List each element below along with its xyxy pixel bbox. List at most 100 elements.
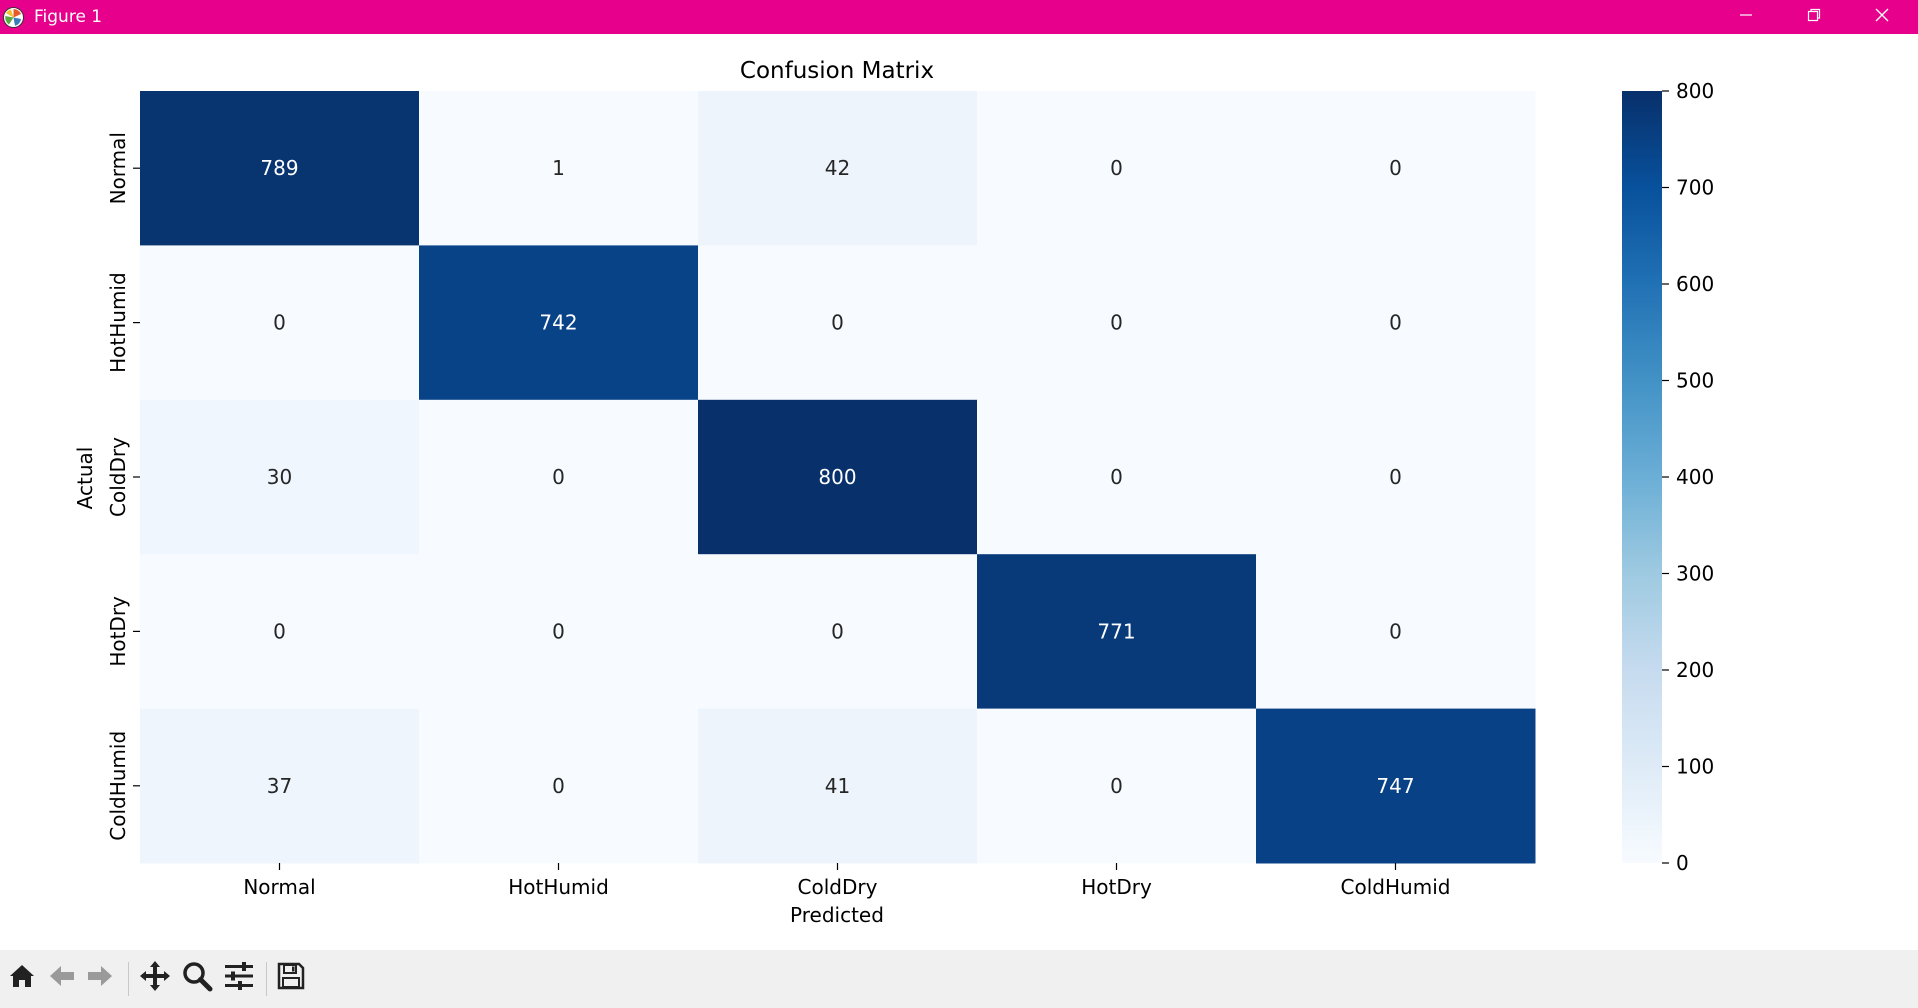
y-tick-label: HotHumid: [106, 272, 130, 373]
cell-value-label: 742: [539, 311, 577, 335]
heatmap-cell: [698, 708, 978, 864]
minimize-icon: [1738, 7, 1754, 27]
configure-subplots-button[interactable]: [222, 961, 256, 995]
toolbar-separator: [128, 962, 129, 996]
configure-subplots-icon: [223, 960, 255, 996]
colorbar-tick-label: 200: [1676, 658, 1714, 682]
home-icon: [7, 961, 37, 995]
heatmap-cell: [977, 91, 1257, 246]
heatmap-cell: [698, 91, 978, 246]
zoom-icon: [181, 960, 213, 996]
pan-button[interactable]: [138, 961, 172, 995]
cell-value-label: 789: [260, 156, 298, 180]
back-button[interactable]: [45, 961, 79, 995]
colorbar-tick-label: 700: [1676, 176, 1714, 200]
y-tick-label: HotDry: [106, 596, 130, 667]
cell-value-label: 0: [273, 619, 286, 643]
heatmap-cell: [419, 399, 699, 555]
pan-icon: [139, 960, 171, 996]
restore-icon: [1806, 7, 1822, 27]
heatmap-cell: [140, 245, 420, 401]
heatmap-cell: [1256, 245, 1536, 401]
x-tick-label: ColdDry: [798, 875, 878, 899]
colorbar-tick-label: 0: [1676, 851, 1689, 875]
cell-value-label: 30: [267, 465, 292, 489]
y-axis-label: Actual: [73, 447, 97, 510]
heatmap-cell: [977, 245, 1257, 401]
cell-value-label: 0: [273, 311, 286, 335]
restore-button[interactable]: [1780, 0, 1848, 34]
heatmap-cell: [1256, 708, 1536, 864]
cell-value-label: 0: [831, 311, 844, 335]
heatmap-cell: [698, 399, 978, 555]
colorbar-gradient: [1622, 91, 1662, 863]
colorbar-tick-label: 400: [1676, 465, 1714, 489]
colorbar: 0 100 200 300 400 500 600 700 800: [1622, 79, 1714, 875]
cell-value-label: 0: [1389, 619, 1402, 643]
forward-button[interactable]: [83, 961, 117, 995]
cell-value-label: 41: [825, 774, 850, 798]
colorbar-tick-label: 100: [1676, 755, 1714, 779]
zoom-button[interactable]: [180, 961, 214, 995]
back-arrow-icon: [47, 961, 77, 995]
colorbar-tick-label: 300: [1676, 562, 1714, 586]
y-axis: Normal HotHumid ColdDry HotDry ColdHumid: [106, 132, 140, 841]
confusion-matrix-chart: Confusion Matrix 789 1 42 0 00 742 0 0 030 0 800 0 0…: [73, 58, 1714, 927]
heatmap-cell: [698, 245, 978, 401]
cell-value-label: 800: [818, 465, 856, 489]
y-tick-label: Normal: [106, 132, 130, 204]
colorbar-tick-label: 800: [1676, 79, 1714, 103]
forward-arrow-icon: [85, 961, 115, 995]
cell-value-label: 0: [1110, 774, 1123, 798]
cell-value-label: 1: [552, 156, 565, 180]
heatmap-cell: [140, 399, 420, 555]
navigation-toolbar: [0, 950, 1918, 1008]
heatmap-cell: [140, 554, 420, 710]
save-icon: [276, 961, 306, 995]
cell-value-label: 42: [825, 156, 850, 180]
heatmap-cell: [419, 245, 699, 401]
home-button[interactable]: [5, 961, 39, 995]
heatmap-cell: [419, 91, 699, 246]
cell-value-label: 747: [1376, 774, 1414, 798]
heatmap-cell: [1256, 91, 1536, 246]
save-button[interactable]: [274, 961, 308, 995]
x-tick-label: HotDry: [1081, 875, 1152, 899]
cell-value-label: 0: [1389, 156, 1402, 180]
y-tick-label: ColdDry: [106, 437, 130, 517]
toolbar-separator: [266, 962, 267, 996]
x-axis: Normal HotHumid ColdDry HotDry ColdHumid: [243, 863, 1450, 899]
heatmap-cell: [1256, 554, 1536, 710]
y-tick-label: ColdHumid: [106, 731, 130, 841]
cell-value-label: 0: [1110, 465, 1123, 489]
window-title: Figure 1: [34, 7, 103, 27]
cell-value-label: 0: [1110, 156, 1123, 180]
x-tick-label: ColdHumid: [1341, 875, 1451, 899]
heatmap-cell: [977, 554, 1257, 710]
figure-canvas[interactable]: Confusion Matrix 789 1 42 0 0 0 742 0 0 0 30 0 800 0 0…: [0, 34, 1918, 950]
heatmap-cell: [140, 91, 420, 246]
cell-value-label: 0: [1389, 311, 1402, 335]
heatmap-cell: [977, 708, 1257, 864]
minimize-button[interactable]: [1712, 0, 1780, 34]
heatmap-cell: [977, 399, 1257, 555]
cell-value-label: 771: [1097, 619, 1135, 643]
heatmap-cell: [419, 554, 699, 710]
heatmap-cell: [1256, 399, 1536, 555]
heatmap-cell: [140, 708, 420, 864]
cell-value-label: 0: [1389, 465, 1402, 489]
window-titlebar: Figure 1: [0, 0, 1918, 34]
chart-title: Confusion Matrix: [740, 58, 934, 84]
heatmap-cells: 789 1 42 0 0 0 742 0 0 0 30 0 800 0 0 0 0 0 771 0 37 0 41 0 747: [140, 91, 1536, 864]
x-axis-label: Predicted: [790, 903, 884, 927]
cell-value-label: 0: [1110, 311, 1123, 335]
colorbar-tick-label: 600: [1676, 272, 1714, 296]
cell-value-label: 0: [552, 774, 565, 798]
x-tick-label: Normal: [243, 875, 315, 899]
x-tick-label: HotHumid: [508, 875, 609, 899]
cell-value-label: 0: [552, 465, 565, 489]
cell-value-label: 0: [831, 619, 844, 643]
heatmap-cell: [698, 554, 978, 710]
close-button[interactable]: [1848, 0, 1916, 34]
close-icon: [1874, 7, 1890, 27]
